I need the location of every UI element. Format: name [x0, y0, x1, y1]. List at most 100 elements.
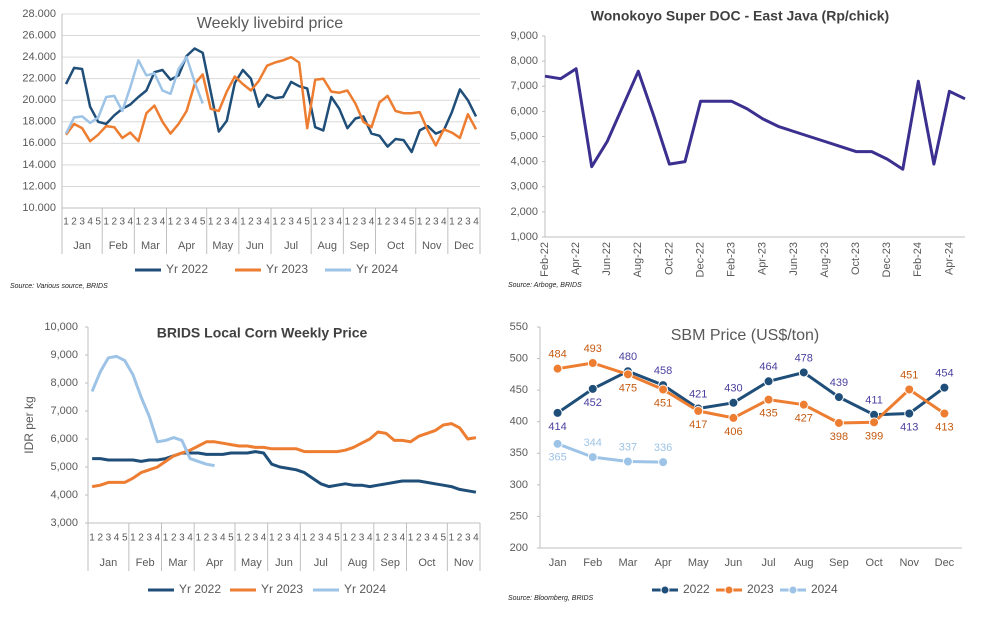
- series-line: [65, 55, 478, 147]
- month-label: Feb: [109, 240, 128, 252]
- marker: [622, 456, 633, 467]
- marker: [693, 405, 704, 416]
- x-tick-label: 5: [304, 217, 310, 228]
- y-tick-label: 550: [510, 321, 528, 333]
- month-label: Nov: [454, 557, 474, 569]
- data-label: 480: [619, 351, 637, 363]
- x-tick-label: 3: [79, 217, 85, 228]
- y-tick-label: 200: [510, 542, 528, 554]
- y-tick-label: 3,000: [50, 517, 78, 529]
- x-tick-label: 2: [457, 217, 463, 228]
- legend-label: 2024: [811, 582, 838, 596]
- y-tick-label: 350: [510, 447, 528, 459]
- x-tick-label: 4: [114, 533, 120, 544]
- series-line: [90, 354, 215, 468]
- x-tick-label: 2: [248, 217, 254, 228]
- x-tick-label: Feb: [583, 557, 602, 569]
- x-tick-label: 2: [385, 217, 391, 228]
- x-tick-label: 4: [473, 533, 479, 544]
- y-tick-label: 6,000: [50, 433, 78, 445]
- month-label: Jun: [246, 240, 264, 252]
- legend-label: 2022: [683, 582, 710, 596]
- x-tick-label: 4: [432, 533, 438, 544]
- x-tick-label: Aug-23: [819, 242, 831, 277]
- x-tick-label: 3: [391, 533, 397, 544]
- chart-title: SBM Price (US$/ton): [671, 327, 819, 344]
- marker: [552, 363, 563, 374]
- x-tick-label: 3: [433, 217, 439, 228]
- data-label: 427: [795, 413, 813, 425]
- y-tick-label: 4,000: [50, 489, 78, 501]
- month-label: Mar: [168, 557, 187, 569]
- marker: [833, 417, 844, 428]
- legend-marker: [724, 585, 734, 595]
- data-label: 439: [830, 377, 848, 389]
- y-tick-label: 10.000: [22, 202, 56, 214]
- y-tick-label: 7,000: [510, 80, 538, 92]
- marker: [869, 417, 880, 428]
- month-label: Dec: [454, 240, 474, 252]
- x-tick-label: 2: [244, 533, 250, 544]
- x-tick-label: 2: [71, 217, 77, 228]
- data-label: 398: [830, 431, 848, 443]
- data-label: 414: [548, 421, 566, 433]
- data-label: 478: [795, 352, 813, 364]
- data-label: 451: [900, 369, 918, 381]
- x-tick-label: 4: [220, 533, 226, 544]
- x-tick-label: 4: [401, 217, 407, 228]
- data-label: 493: [584, 343, 602, 355]
- x-tick-label: 3: [285, 533, 291, 544]
- x-tick-label: 2: [138, 533, 144, 544]
- month-label: May: [241, 557, 262, 569]
- legend-label: Yr 2024: [344, 582, 386, 596]
- marker: [587, 452, 598, 463]
- data-label: 452: [584, 397, 602, 409]
- x-tick-label: 3: [465, 217, 471, 228]
- marker: [904, 408, 915, 419]
- chart-title: Wonokoyo Super DOC - East Java (Rp/chick…: [591, 8, 889, 24]
- x-tick-label: 4: [232, 217, 238, 228]
- x-tick-label: Jun-22: [601, 242, 613, 276]
- series-line: [557, 442, 664, 464]
- series-line: [64, 47, 478, 154]
- y-axis-label: IDR per kg: [22, 396, 36, 453]
- legend-marker: [788, 585, 798, 595]
- x-tick-label: 2: [216, 217, 222, 228]
- month-label: Aug: [348, 557, 368, 569]
- marker: [833, 392, 844, 403]
- x-tick-label: 2: [353, 217, 359, 228]
- month-label: Aug: [317, 240, 337, 252]
- marker: [939, 408, 950, 419]
- month-label: May: [212, 240, 233, 252]
- x-tick-label: 3: [465, 533, 471, 544]
- data-label: 399: [865, 430, 883, 442]
- x-tick-label: 1: [195, 533, 201, 544]
- x-tick-label: Mar: [618, 557, 637, 569]
- x-tick-label: Jan: [549, 557, 567, 569]
- x-tick-label: Dec: [935, 557, 955, 569]
- x-tick-label: 2: [280, 217, 286, 228]
- x-tick-label: 2: [171, 533, 177, 544]
- x-tick-label: Apr: [655, 557, 672, 569]
- x-tick-label: 5: [95, 217, 101, 228]
- series-line: [64, 55, 204, 135]
- marker: [939, 382, 950, 393]
- month-label: Apr: [206, 557, 223, 569]
- x-tick-label: 4: [155, 533, 161, 544]
- x-tick-label: 4: [369, 217, 375, 228]
- data-label: 430: [724, 383, 742, 395]
- x-tick-label: 4: [128, 217, 134, 228]
- x-tick-label: Apr-24: [943, 242, 955, 275]
- x-tick-label: 2: [111, 217, 117, 228]
- x-tick-label: Jul: [762, 557, 776, 569]
- marker: [587, 383, 598, 394]
- y-tick-label: 5,000: [510, 130, 538, 142]
- x-tick-label: 2: [320, 217, 326, 228]
- x-tick-label: 1: [449, 217, 455, 228]
- x-tick-label: Oct-22: [663, 242, 675, 275]
- y-tick-label: 12.000: [22, 180, 56, 192]
- month-label: Apr: [178, 240, 195, 252]
- legend-label: Yr 2022: [179, 582, 221, 596]
- x-tick-label: Nov: [899, 557, 919, 569]
- x-tick-label: 1: [236, 533, 242, 544]
